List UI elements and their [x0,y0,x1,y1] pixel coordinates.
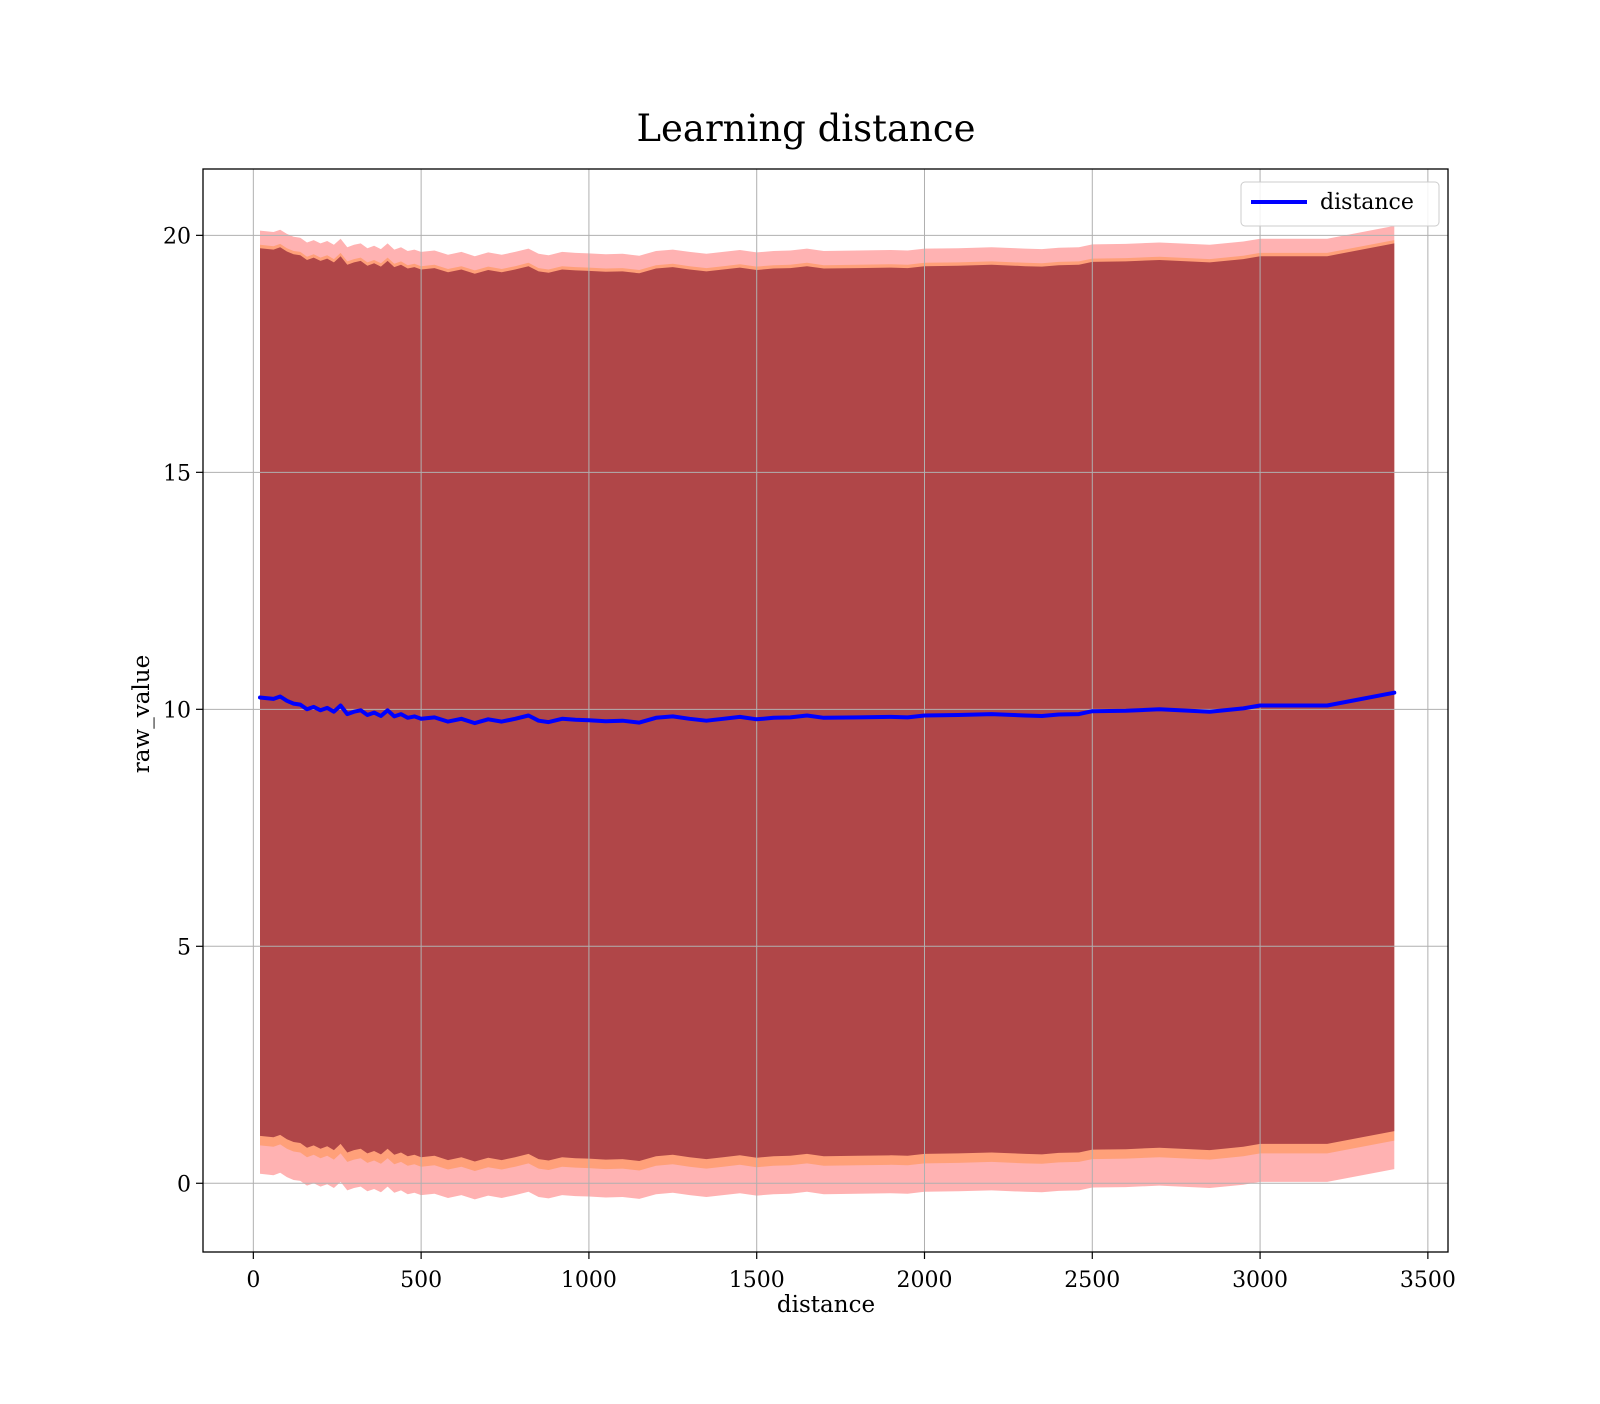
legend-frame [1240,181,1440,227]
x-tick-label: 1000 [561,1268,617,1293]
y-tick-label: 10 [163,698,191,723]
x-tick-label: 1500 [729,1268,785,1293]
y-tick-label: 15 [163,461,191,486]
y-tick-label: 5 [177,935,191,960]
y-axis-label: raw_value [129,655,155,773]
series-line-distance [258,690,1397,726]
tick-layer: 0 500 1000 1500 2000 2500 3000 3500 0 5 10 15 20 [163,224,1456,1293]
x-tick-label: 3500 [1400,1268,1456,1293]
x-tick-label: 3000 [1232,1268,1288,1293]
grid-layer [203,169,1448,1252]
line-layer [258,690,1397,726]
band-layer [260,225,1395,1200]
x-tick-label: 500 [400,1268,442,1293]
x-tick-label: 2500 [1064,1268,1120,1293]
legend-label-distance: distance [1320,190,1414,215]
y-tick-label: 20 [163,224,191,249]
x-tick-label: 2000 [896,1268,952,1293]
x-axis-label: distance [777,1292,875,1318]
legend: distance [1240,181,1440,227]
plot-frame [202,168,1449,1253]
y-tick-label: 0 [177,1172,191,1197]
confidence-band-inner [260,243,1395,1162]
chart-title: Learning distance [636,107,975,150]
x-tick-label: 0 [246,1268,260,1293]
